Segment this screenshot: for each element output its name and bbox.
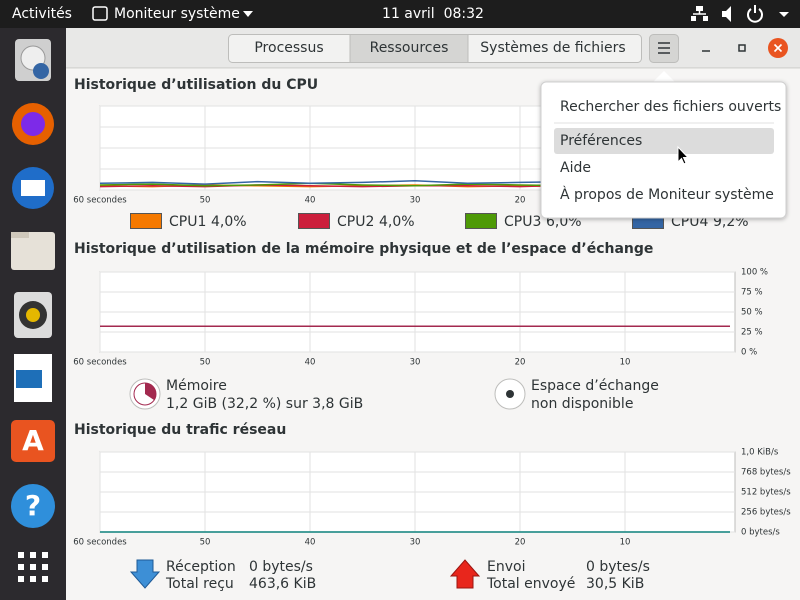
legend-rate: 0 bytes/s [249,559,313,575]
legend-swatch [298,213,330,229]
clock[interactable]: 11 avril 08:32 [382,6,484,22]
mouse-cursor [677,145,690,165]
x-tick-label: 40 [305,196,316,206]
legend-name: Espace d’échange [531,378,659,394]
app-menu[interactable]: Moniteur système [114,6,240,22]
menu-item[interactable]: Préférences [560,133,642,149]
section-title: Historique d’utilisation du CPU [74,77,318,93]
legend-value: 4,0% [211,214,247,230]
menu-highlight [554,128,774,154]
svg-text:?: ? [25,489,41,522]
y-tick-label: 0 % [741,348,757,358]
svg-text:A: A [22,424,44,457]
popover-menu: Rechercher des fichiers ouverts Préféren… [540,71,787,219]
menu-arrow [653,71,675,82]
x-tick-label: 50 [200,196,211,206]
maximize-button[interactable] [738,44,746,52]
menu-button-icon [658,42,670,54]
y-tick-label: 0 bytes/s [741,528,780,538]
x-tick-label: 40 [305,358,316,368]
swap-icon-dot [506,390,514,398]
legend-value: 4,0% [379,214,415,230]
memory-icon-ring [133,382,157,406]
x-tick-label: 60 secondes [73,358,127,368]
dock-icons[interactable]: A ? [11,39,55,582]
close-icon [773,43,783,53]
menu-item[interactable]: À propos de Moniteur système [560,186,774,203]
x-tick-label: 20 [515,358,526,368]
x-tick-label: 30 [410,538,421,548]
menu-item[interactable]: Rechercher des fichiers ouverts [560,99,781,115]
legend-total-name: Total reçu [165,576,234,592]
x-tick-label: 40 [305,538,316,548]
app-menu-arrow [243,11,253,17]
legend-detail: 1,2 GiB (32,2 %) sur 3,8 GiB [166,396,363,412]
y-tick-label: 512 bytes/s [741,488,791,498]
legend-name: Mémoire [166,378,227,394]
x-tick-label: 20 [515,196,526,206]
active-tab-bg [350,35,468,62]
y-tick-label: 1,0 KiB/s [741,448,779,458]
y-tick-label: 75 % [741,288,763,298]
x-tick-label: 30 [410,196,421,206]
x-tick-label: 10 [620,358,631,368]
tab[interactable]: Processus [254,40,323,56]
legend-name: Envoi [487,559,525,575]
x-tick-label: 60 secondes [73,196,127,206]
legend-name: CPU1 [169,214,206,230]
activities[interactable]: Activités [12,6,72,22]
legend-total-name: Total envoyé [486,576,575,592]
legend-name: Réception [166,559,236,575]
legend-swatch [130,213,162,229]
legend-name: CPU2 [337,214,374,230]
send-icon [449,559,481,589]
y-tick-label: 100 % [741,268,768,278]
x-tick-label: 50 [200,358,211,368]
top-bar [0,0,800,28]
legend-swatch [465,213,497,229]
x-tick-label: 10 [620,538,631,548]
tab[interactable]: Systèmes de fichiers [480,40,625,56]
x-tick-label: 30 [410,358,421,368]
legend-total: 463,6 KiB [249,576,316,592]
y-tick-label: 50 % [741,308,763,318]
section-title: Historique d’utilisation de la mémoire p… [74,241,653,257]
y-tick-label: 25 % [741,328,763,338]
x-tick-label: 20 [515,538,526,548]
y-tick-label: 256 bytes/s [741,508,791,518]
x-tick-label: 50 [200,538,211,548]
section-title: Historique du trafic réseau [74,422,286,438]
menu-item[interactable]: Aide [560,160,591,176]
legend-detail: non disponible [531,396,633,412]
status-icons[interactable] [691,5,789,23]
tab[interactable]: Ressources [370,40,449,56]
legend-rate: 0 bytes/s [586,559,650,575]
x-tick-label: 60 secondes [73,538,127,548]
y-tick-label: 768 bytes/s [741,468,791,478]
receive-icon [129,559,161,589]
legend-name: CPU3 [504,214,541,230]
legend-total: 30,5 KiB [586,576,644,592]
app-icon [92,6,108,21]
